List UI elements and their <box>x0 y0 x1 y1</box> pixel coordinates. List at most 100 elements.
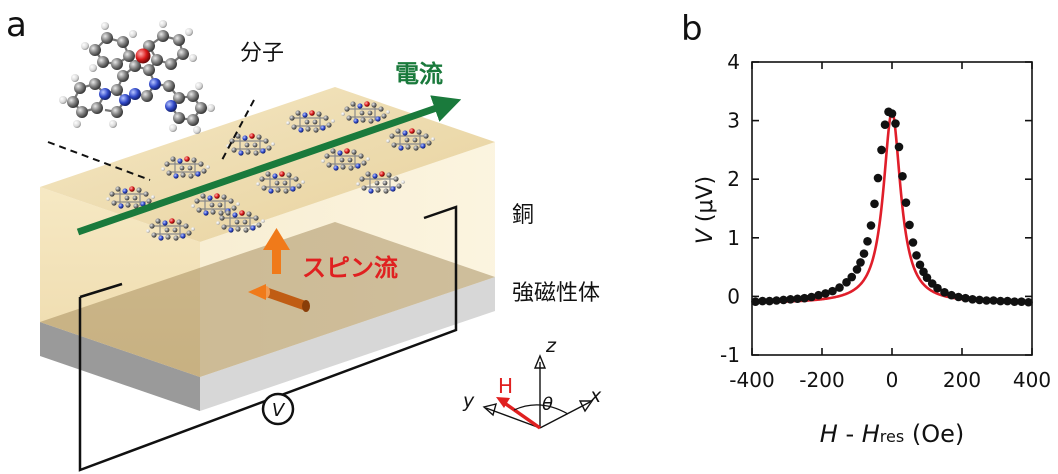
x-tick-label: 400 <box>1013 368 1051 392</box>
data-point <box>758 296 767 306</box>
plot-frame <box>751 61 1033 356</box>
data-point <box>912 251 921 260</box>
x-axis <box>539 401 591 429</box>
data-point <box>873 173 883 183</box>
current-label: 電流 <box>395 60 443 88</box>
data-point <box>856 258 865 267</box>
y-tick-label: 4 <box>727 50 740 74</box>
copper-label: 銅 <box>512 203 534 228</box>
spin-current-arrow <box>263 228 290 274</box>
data-point <box>1017 297 1026 306</box>
data-point <box>772 296 781 305</box>
resonance-chart: -1 0 1 2 3 4 -400 -200 0 200 400 <box>720 50 1051 392</box>
data-point <box>933 283 942 293</box>
spin-magnetization-icon <box>248 284 310 312</box>
y-axis-label: y <box>462 390 475 412</box>
y-ticks: -1 0 1 2 3 4 <box>720 50 1032 367</box>
x-ticks: -400 -200 0 200 400 <box>729 62 1051 392</box>
data-point <box>961 293 970 303</box>
data-point <box>968 295 977 304</box>
data-point <box>940 288 949 297</box>
panel-b-letter: b <box>681 9 703 49</box>
data-point <box>901 198 911 207</box>
data-point <box>975 295 984 305</box>
y-axis-unit: (μV) <box>693 176 718 229</box>
data-point <box>887 109 897 118</box>
voltmeter-label: V <box>272 400 286 421</box>
x-axis-sub: res <box>880 427 904 446</box>
x-tick-label: 0 <box>886 368 899 392</box>
inset-atoms <box>59 20 215 134</box>
circuit-wire <box>78 205 458 472</box>
data-point <box>1010 297 1019 306</box>
x-axis-unit: (Oe) <box>904 420 964 448</box>
y-tick-label: -1 <box>720 343 740 367</box>
molecule-label: 分子 <box>240 41 284 66</box>
contact-left <box>79 282 123 299</box>
field-arrow <box>501 400 542 430</box>
data-point <box>835 283 844 292</box>
data-point <box>847 272 857 282</box>
data-point <box>821 289 830 298</box>
x-tick-label: -200 <box>799 368 844 392</box>
data-point <box>842 278 851 287</box>
data-point <box>898 171 907 181</box>
data-point <box>908 238 918 247</box>
x-axis-sep: - <box>838 420 862 448</box>
data-point <box>905 220 914 230</box>
current-arrow <box>76 95 462 236</box>
data-point <box>859 249 869 258</box>
data-point <box>807 292 816 302</box>
y-axis-label: V (μV) <box>693 176 718 244</box>
molecule-inset <box>59 20 215 134</box>
fit-line <box>751 109 1033 304</box>
data-point <box>989 296 998 305</box>
data-point <box>779 295 788 305</box>
x-axis-label: H - Hres (Oe) <box>820 420 964 448</box>
data-point <box>800 293 809 303</box>
spin-current-label: スピン流 <box>302 254 398 282</box>
voltmeter-circle <box>261 392 295 426</box>
data-point <box>863 237 872 246</box>
x-tick-label: 200 <box>943 368 981 392</box>
data-point <box>1024 297 1033 307</box>
y-tick-label: 0 <box>727 284 740 308</box>
data-point <box>996 296 1005 306</box>
data-point <box>880 120 890 129</box>
angle-label: θ <box>542 394 553 415</box>
data-point <box>866 221 876 230</box>
field-label: H <box>498 374 513 398</box>
data-point <box>877 145 886 155</box>
panel-a: a <box>6 5 602 472</box>
ferromagnet-label: 強磁性体 <box>512 281 600 306</box>
panel-a-letter: a <box>6 5 27 45</box>
data-point <box>1003 296 1012 306</box>
data-point <box>870 199 879 209</box>
data-point <box>751 297 760 306</box>
x-axis-label: x <box>589 385 602 407</box>
zoom-line-left <box>47 141 151 181</box>
interface-shading <box>40 222 495 377</box>
x-tick-label: -400 <box>729 368 774 392</box>
data-point <box>814 290 823 300</box>
data-point <box>894 142 904 152</box>
x-axis-H: H <box>820 420 838 448</box>
x-axis-H2: H <box>862 420 880 448</box>
coordinate-axes: z x y H θ <box>462 335 602 430</box>
y-tick-label: 2 <box>727 167 740 191</box>
voltmeter: V <box>261 392 295 426</box>
data-point <box>765 296 774 306</box>
data-point <box>954 292 963 302</box>
data-point <box>947 290 956 300</box>
y-tick-label: 3 <box>727 109 740 133</box>
ferromagnet-right <box>200 277 495 411</box>
panel-b: b -1 0 1 2 3 4 -400 -200 0 200 400 V (μV) H - Hre… <box>681 9 1051 448</box>
data-point <box>786 295 795 304</box>
data-point <box>828 286 837 296</box>
data-point <box>915 260 925 270</box>
data-point <box>982 296 991 305</box>
data-point <box>891 119 900 128</box>
y-tick-label: 1 <box>727 226 740 250</box>
data-points <box>751 107 1033 307</box>
